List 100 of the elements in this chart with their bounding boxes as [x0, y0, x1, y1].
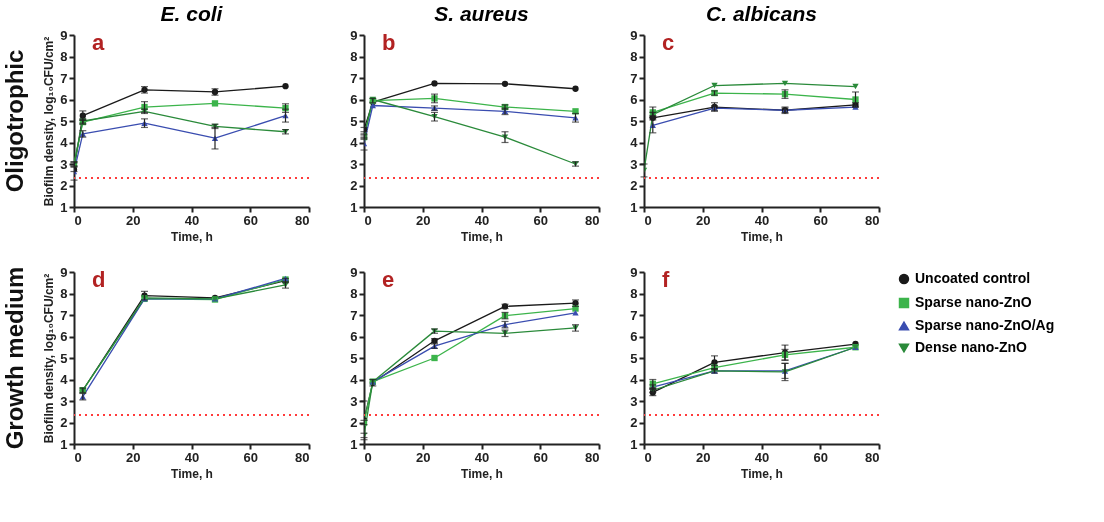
annotation: c [662, 30, 675, 55]
y-tick-label: 5 [60, 350, 68, 366]
y-tick-label: 3 [350, 156, 358, 172]
x-tick-label: 60 [243, 449, 258, 465]
x-tick-label: 20 [696, 449, 711, 465]
chart-title: E. coli [160, 2, 224, 25]
x-axis-title: Time, h [741, 229, 783, 244]
x-tick-label: 40 [184, 449, 200, 465]
x-tick-label: 80 [585, 449, 600, 465]
y-axis-title: Biofilm density, log₁₀CFU/cm² [42, 36, 57, 207]
text: Oligotrophic [1, 49, 28, 193]
x-axis-title: Time, h [461, 466, 503, 481]
y-tick-label: 6 [60, 329, 68, 344]
y-tick-label: 5 [350, 113, 358, 129]
y-tick-label: 2 [350, 415, 358, 430]
y-tick-label: 7 [350, 70, 358, 86]
y-tick-label: 2 [630, 415, 638, 430]
x-tick-label: 60 [533, 449, 548, 465]
y-tick-label: 8 [630, 49, 638, 64]
y-tick-label: 8 [350, 286, 358, 301]
y-tick-label: 5 [350, 350, 358, 366]
x-tick-label: 60 [813, 449, 828, 465]
x-tick-label: 20 [126, 212, 141, 228]
annotation: a [92, 30, 105, 55]
legend-label: Uncoated control [915, 270, 1031, 286]
y-tick-label: 7 [350, 307, 358, 323]
y-tick-label: 7 [60, 70, 68, 86]
y-tick-label: 6 [630, 92, 638, 107]
y-tick-label: 9 [630, 264, 638, 280]
y-tick-label: 8 [60, 49, 68, 64]
x-tick-label: 80 [585, 212, 600, 228]
x-tick-label: 80 [865, 212, 880, 228]
legend-label: Dense nano-ZnO [915, 339, 1028, 355]
y-tick-label: 1 [630, 436, 638, 452]
x-tick-label: 60 [243, 212, 258, 228]
x-axis-title: Time, h [741, 466, 783, 481]
y-tick-label: 9 [630, 27, 638, 43]
y-tick-label: 2 [60, 415, 68, 430]
legend-label: Sparse nano-ZnO [915, 294, 1032, 310]
x-tick-label: 0 [364, 212, 372, 228]
chart-title: S. aureus [434, 2, 529, 25]
x-tick-label: 20 [126, 449, 141, 465]
x-tick-label: 0 [364, 449, 372, 465]
y-tick-label: 5 [630, 113, 638, 129]
y-tick-label: 4 [630, 135, 639, 150]
y-tick-label: 6 [630, 329, 638, 344]
x-tick-label: 40 [184, 212, 200, 228]
y-tick-label: 4 [60, 372, 69, 387]
x-tick-label: 20 [696, 212, 711, 228]
y-tick-label: 7 [630, 307, 638, 323]
y-tick-label: 3 [350, 393, 358, 409]
chart-title: C. albicans [706, 2, 817, 25]
y-tick-label: 4 [60, 135, 69, 150]
legend-label: Sparse nano-ZnO/Ag [915, 317, 1055, 333]
text: Growth medium [1, 266, 28, 450]
y-tick-label: 8 [630, 286, 638, 301]
y-tick-label: 1 [60, 199, 68, 215]
y-tick-label: 3 [60, 156, 68, 172]
y-tick-label: 9 [350, 264, 358, 280]
x-axis-title: Time, h [461, 229, 503, 244]
x-tick-label: 60 [813, 212, 828, 228]
x-tick-label: 80 [295, 212, 310, 228]
y-tick-label: 1 [350, 436, 358, 452]
annotation: f [662, 267, 670, 292]
y-tick-label: 9 [350, 27, 358, 43]
y-tick-label: 2 [60, 178, 68, 193]
x-tick-label: 40 [474, 449, 490, 465]
y-tick-label: 1 [350, 199, 358, 215]
y-tick-label: 4 [630, 372, 639, 387]
x-tick-label: 60 [533, 212, 548, 228]
y-tick-label: 5 [630, 350, 638, 366]
x-tick-label: 0 [644, 449, 652, 465]
x-tick-label: 40 [474, 212, 490, 228]
y-tick-label: 2 [350, 178, 358, 193]
y-tick-label: 1 [630, 199, 638, 215]
x-tick-label: 80 [295, 449, 310, 465]
annotation: d [92, 267, 106, 292]
x-tick-label: 80 [865, 449, 880, 465]
y-tick-label: 3 [60, 393, 68, 409]
y-tick-label: 1 [60, 436, 68, 452]
x-tick-label: 40 [754, 449, 770, 465]
y-tick-label: 8 [350, 49, 358, 64]
annotation: e [382, 267, 395, 292]
y-tick-label: 7 [60, 307, 68, 323]
y-tick-label: 4 [350, 135, 359, 150]
y-axis-title: Biofilm density, log₁₀CFU/cm² [42, 273, 57, 444]
y-tick-label: 3 [630, 156, 638, 172]
x-tick-label: 40 [754, 212, 770, 228]
y-tick-label: 2 [630, 178, 638, 193]
x-tick-label: 20 [416, 212, 431, 228]
x-tick-label: 0 [644, 212, 652, 228]
y-tick-label: 3 [630, 393, 638, 409]
y-tick-label: 6 [60, 92, 68, 107]
y-tick-label: 5 [60, 113, 68, 129]
y-tick-label: 8 [60, 286, 68, 301]
x-axis-title: Time, h [171, 229, 213, 244]
x-tick-label: 0 [74, 449, 82, 465]
y-tick-label: 6 [350, 92, 358, 107]
x-tick-label: 20 [416, 449, 431, 465]
x-axis-title: Time, h [171, 466, 213, 481]
